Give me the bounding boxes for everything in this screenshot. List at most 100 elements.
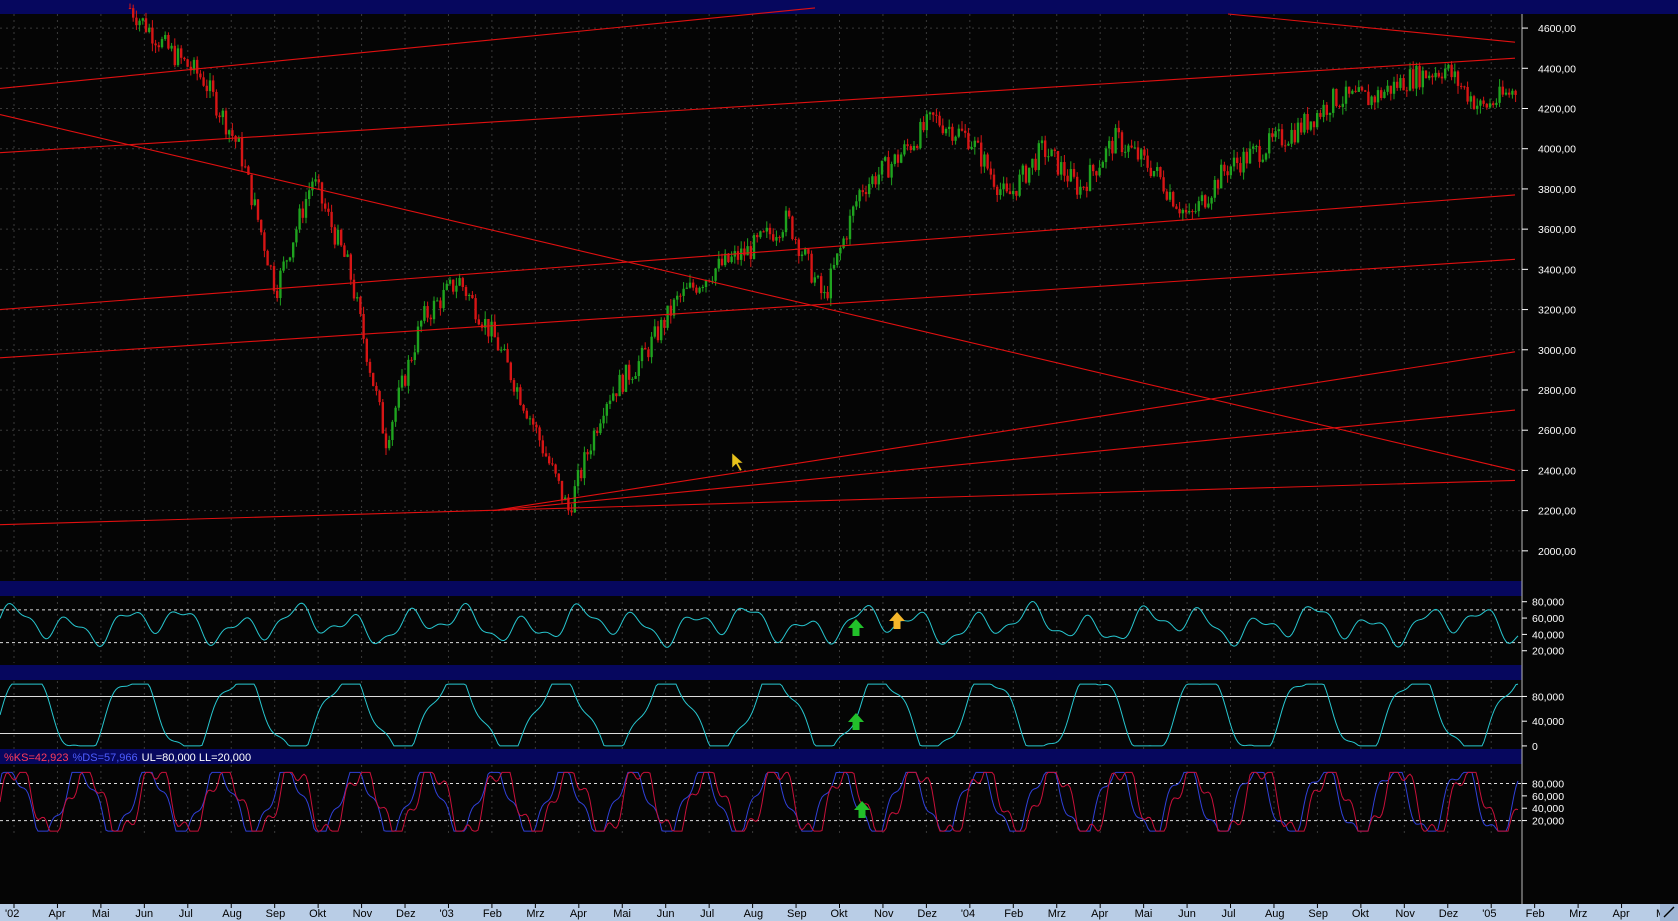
buy-arrow-icon-shape: [848, 619, 864, 636]
buy-arrow-icon[interactable]: [854, 801, 870, 818]
candle-body: [1488, 103, 1492, 108]
candle-body: [1216, 180, 1220, 189]
candle-body: [349, 254, 352, 280]
trend-line[interactable]: [0, 479, 1516, 526]
candle-body: [887, 157, 890, 178]
candle-body: [784, 210, 788, 233]
trend-line[interactable]: [492, 409, 1516, 512]
date-label: Okt: [831, 908, 848, 920]
buy-arrow-icon[interactable]: [848, 713, 864, 730]
candle-body: [941, 125, 944, 134]
candle-body: [532, 418, 535, 425]
date-label: '03: [439, 908, 453, 920]
candle-body: [618, 374, 621, 397]
trend-line[interactable]: [0, 57, 1516, 154]
candle-body: [509, 362, 512, 381]
candle-body: [240, 137, 244, 167]
candle-body: [1245, 151, 1248, 164]
candle-body: [298, 208, 301, 230]
candle-body: [916, 145, 919, 149]
candle-body: [628, 364, 631, 380]
trend-line[interactable]: [492, 351, 1516, 512]
buy-arrow-icon[interactable]: [848, 619, 864, 636]
buy-arrow-icon-shape: [854, 801, 870, 818]
candle-body: [1408, 69, 1412, 91]
candle-body: [426, 306, 429, 318]
candle-body: [522, 404, 525, 411]
candle-body: [1012, 190, 1015, 195]
trend-line[interactable]: [1227, 13, 1516, 43]
candle-body: [1223, 164, 1226, 172]
candle-body: [759, 231, 762, 238]
trend-line[interactable]: [0, 194, 1516, 311]
candle-body: [845, 238, 848, 240]
candle-body: [1002, 183, 1005, 190]
candle-body: [151, 27, 154, 44]
candle-body: [1031, 158, 1034, 168]
candle-body: [727, 253, 730, 263]
candle-body: [1207, 203, 1210, 208]
candle-body: [1392, 81, 1396, 94]
candle-body: [1508, 92, 1511, 95]
candle-body: [736, 251, 740, 260]
candle-body: [359, 297, 362, 314]
candle-body: [304, 198, 308, 218]
candle-body: [922, 121, 925, 131]
candle-body: [804, 249, 807, 255]
candle-body: [676, 295, 679, 300]
candle-body: [1293, 129, 1296, 143]
candle-body: [608, 400, 612, 404]
date-label: Nov: [1395, 908, 1415, 920]
candle-body: [276, 290, 279, 299]
candle-body: [1444, 68, 1447, 79]
candle-body: [698, 287, 701, 293]
candle-body: [1076, 176, 1079, 195]
candle-body: [1085, 186, 1088, 191]
candle-body: [461, 278, 464, 288]
trend-line[interactable]: [0, 113, 1516, 471]
candle-body: [903, 144, 906, 155]
candle-body: [135, 17, 138, 26]
candle-body: [960, 128, 964, 131]
candle-body: [1008, 191, 1012, 195]
candle-body: [778, 237, 781, 239]
date-label: Feb: [483, 908, 502, 920]
candle-body: [1316, 113, 1319, 128]
candle-body: [935, 114, 938, 116]
trend-line[interactable]: [0, 258, 1516, 359]
candle-body: [1274, 131, 1277, 138]
candle-body: [1239, 163, 1242, 173]
candle-body: [948, 126, 951, 130]
candle-body: [250, 174, 253, 206]
candle-body: [468, 295, 471, 297]
candle-body: [602, 415, 605, 424]
trend-line[interactable]: [0, 7, 816, 89]
candle-body: [375, 385, 378, 391]
candle-body: [682, 288, 685, 296]
candle-body: [1498, 86, 1501, 103]
candle-body: [1018, 174, 1021, 196]
candle-body: [576, 470, 580, 487]
diagonal-arrow-icon[interactable]: [1660, 904, 1678, 921]
candle-body: [164, 35, 167, 40]
candle-body: [1242, 151, 1245, 173]
date-label: Mrz: [1048, 908, 1066, 920]
candle-body: [954, 136, 957, 141]
candle-body: [256, 199, 260, 220]
dss-tick-label: 0: [1532, 741, 1538, 753]
candle-body: [1271, 133, 1274, 138]
date-label: Apr: [1613, 908, 1630, 920]
sell-arrow-icon[interactable]: [889, 612, 905, 629]
candle-body: [436, 300, 439, 302]
candle-body: [1175, 206, 1178, 209]
candle-body: [455, 285, 458, 292]
candle-body: [1079, 186, 1082, 195]
date-label: '04: [961, 908, 975, 920]
candle-body: [1338, 106, 1341, 108]
candle-body: [471, 295, 474, 299]
candle-body: [1495, 102, 1498, 106]
date-label: Jun: [657, 908, 675, 920]
candle-body: [823, 291, 826, 294]
